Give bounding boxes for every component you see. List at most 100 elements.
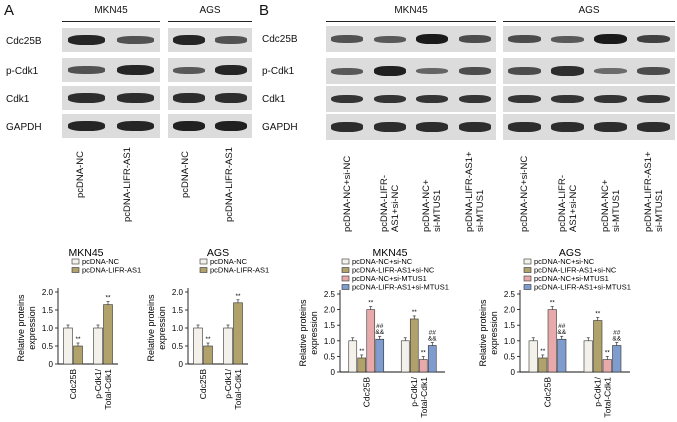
blot-band: [215, 93, 247, 103]
blot-band: [637, 34, 670, 44]
bar: [427, 345, 437, 373]
significance-label: &&: [612, 335, 621, 342]
chart-title: MKN45: [372, 247, 407, 259]
blot-band: [637, 122, 670, 132]
y-axis-label: expression: [309, 311, 319, 355]
blot-band: [173, 93, 205, 103]
significance-label: **: [540, 348, 546, 355]
legend-label: pcDNA-NC: [82, 257, 120, 266]
significance-label: **: [605, 350, 611, 357]
panel-b-lane-label-line: pcDNA-LIFR-: [378, 174, 390, 232]
x-tick-label: Total-Cdk1: [419, 377, 429, 418]
blot-band: [551, 122, 584, 132]
blot-band: [331, 122, 364, 132]
significance-label: **: [412, 309, 418, 316]
panel-a-row-label-pcdk1: p-Cdk1: [6, 66, 39, 77]
bar: [203, 345, 213, 365]
blot-band: [67, 93, 106, 103]
x-tick-label: p-Cdk1/: [409, 376, 419, 406]
x-tick-label: Cdc25B: [198, 369, 208, 400]
bar: [375, 338, 385, 373]
blot-band: [458, 122, 491, 132]
significance-label: **: [205, 336, 211, 343]
blot-band: [215, 65, 247, 75]
blot-band: [508, 35, 541, 43]
significance-label: **: [359, 348, 365, 355]
blot-band: [116, 93, 155, 103]
legend-label: pcDNA-NC+si-MTUS1: [352, 274, 427, 283]
bar: [233, 302, 243, 365]
chart-title: MKN45: [68, 247, 103, 259]
blot-band: [637, 67, 670, 75]
panel-b-lane-label: pcDNA-NC+ si-MTUS1: [421, 179, 443, 232]
legend-swatch: [199, 267, 208, 273]
legend-label: pcDNA-LIFR-AS1+si-NC: [352, 266, 435, 275]
blot-band: [594, 94, 627, 104]
blot-band: [331, 67, 364, 75]
legend-swatch: [341, 258, 350, 265]
blot-band: [116, 65, 155, 75]
legend-label: pcDNA-LIFR-AS1+si-NC: [534, 266, 617, 275]
y-tick-label: 0: [49, 360, 54, 369]
bar: [400, 340, 410, 373]
legend-label: pcDNA-NC+si-MTUS1: [534, 274, 609, 283]
panel-b-lane-label: pcDNA-NC+si-NC: [342, 156, 353, 232]
blot-band: [594, 122, 627, 132]
panel-a-lane-label: pcDNA-LIFR-AS1: [224, 147, 235, 222]
panel-a-cell-title-mkn45: MKN45: [94, 5, 128, 16]
y-tick-label: 0.5: [504, 352, 516, 361]
blot-band: [416, 67, 449, 75]
blot-band: [458, 94, 491, 104]
legend-swatch: [341, 267, 350, 273]
bar: [73, 345, 83, 365]
y-axis-label: Relative proteins: [146, 294, 156, 362]
y-tick-label: 1.0: [504, 337, 516, 346]
blot-band: [373, 94, 406, 104]
panel-b-lane-label: pcDNA-LIFR- AS1+si-NC: [379, 175, 401, 232]
chart-title: AGS: [559, 247, 581, 259]
bar: [193, 327, 203, 365]
legend-swatch: [71, 258, 80, 265]
panel-b-lane-label-line: pcDNA-NC+: [421, 179, 433, 232]
blot-band: [116, 36, 155, 44]
y-tick-label: 2.5: [324, 290, 336, 299]
significance-label: **: [421, 350, 427, 357]
bar: [409, 318, 419, 373]
panel-a-cell-title-ags: AGS: [199, 5, 221, 16]
x-tick-label: p-Cdk1/: [93, 368, 103, 398]
blot-band: [551, 94, 584, 104]
y-tick-label: 0.5: [42, 342, 54, 351]
significance-label: ##: [613, 329, 621, 336]
blot-band: [416, 94, 449, 104]
y-tick-label: 1.5: [42, 306, 54, 315]
y-tick-label: 0.5: [172, 342, 184, 351]
legend-swatch: [523, 284, 532, 290]
significance-label: &&: [557, 329, 566, 336]
y-axis-label: Relative proteins: [16, 294, 26, 362]
x-tick-label: p-Cdk1/: [223, 368, 233, 398]
panel-b-lane-label-line: AS1+si-NC: [567, 184, 579, 232]
bar: [538, 357, 548, 373]
significance-label: **: [235, 293, 241, 300]
y-tick-label: 1.5: [172, 306, 184, 315]
panel-b-letter: B: [259, 2, 270, 19]
legend-swatch: [341, 284, 350, 290]
legend-label: pcDNA-NC+si-NC: [352, 257, 413, 266]
legend-label: pcDNA-LIFR-AS1+si-MTUS1: [352, 283, 449, 292]
blot-band: [67, 121, 106, 131]
panel-b-row-label-gapdh: GAPDH: [262, 122, 298, 133]
legend-swatch: [523, 267, 532, 273]
bar: [357, 357, 367, 373]
blot-band: [458, 35, 491, 43]
y-tick-label: 2.0: [172, 288, 184, 297]
legend-label: pcDNA-NC: [210, 257, 248, 266]
bar: [223, 327, 233, 365]
bar: [593, 320, 603, 373]
panel-a-row-label-cdk1: Cdk1: [6, 94, 30, 105]
blot-band: [508, 122, 541, 132]
panel-a-lane-label: pcDNA-LIFR-AS1: [122, 147, 133, 222]
blot-band: [173, 35, 205, 45]
bar: [547, 309, 557, 373]
bar: [557, 338, 567, 373]
blot-band: [594, 34, 627, 44]
